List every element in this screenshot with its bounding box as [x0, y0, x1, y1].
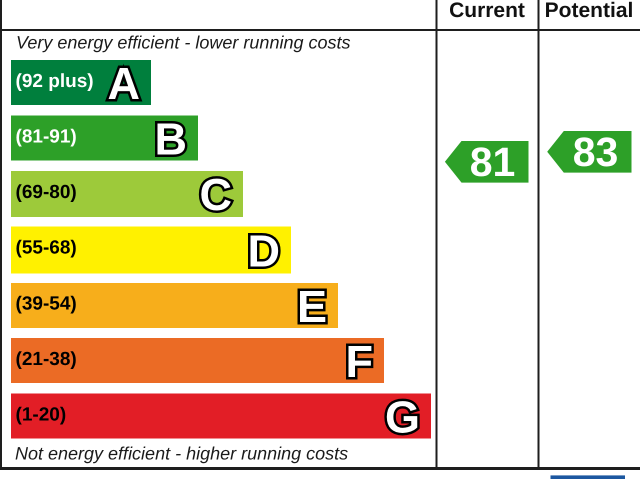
- svg-text:B: B: [155, 114, 188, 165]
- svg-text:F: F: [346, 336, 374, 387]
- svg-text:(81-91): (81-91): [16, 127, 77, 148]
- svg-text:Not energy efficient - higher: Not energy efficient - higher running co…: [15, 443, 348, 463]
- svg-text:D: D: [248, 226, 281, 277]
- svg-text:81: 81: [470, 139, 516, 185]
- svg-text:(39-54): (39-54): [16, 294, 77, 315]
- svg-text:83: 83: [573, 129, 619, 175]
- svg-text:Potential: Potential: [545, 0, 634, 22]
- svg-text:(55-68): (55-68): [16, 238, 77, 259]
- svg-text:G: G: [385, 392, 420, 443]
- svg-text:Very energy efficient - lower: Very energy efficient - lower running co…: [16, 32, 351, 52]
- svg-text:E: E: [297, 281, 327, 332]
- svg-text:C: C: [200, 169, 233, 220]
- svg-text:(92 plus): (92 plus): [16, 71, 94, 92]
- svg-text:(1-20): (1-20): [16, 405, 67, 426]
- svg-text:(21-38): (21-38): [16, 349, 77, 370]
- svg-text:(69-80): (69-80): [16, 182, 77, 203]
- svg-text:A: A: [108, 58, 141, 109]
- svg-text:Current: Current: [449, 0, 525, 22]
